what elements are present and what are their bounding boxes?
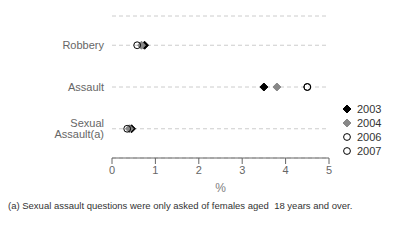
svg-text:%: % — [215, 181, 226, 195]
svg-text:4: 4 — [283, 164, 289, 176]
svg-text:0: 0 — [109, 164, 115, 176]
svg-text:SexualAssault(a): SexualAssault(a) — [54, 117, 104, 140]
html-text:2007: 2007 — [357, 145, 382, 157]
svg-text:Assault: Assault — [68, 81, 104, 93]
svg-text:3: 3 — [239, 164, 245, 176]
html-text:2003: 2003 — [357, 103, 382, 115]
html-text:2006: 2006 — [357, 131, 382, 143]
svg-text:Robbery: Robbery — [62, 39, 104, 51]
html-text:(a) Sexual assault questions w: (a) Sexual assault questions were only a… — [8, 200, 353, 211]
html-text:2004: 2004 — [357, 117, 382, 129]
svg-text:5: 5 — [326, 164, 332, 176]
svg-text:1: 1 — [152, 164, 158, 176]
svg-text:2: 2 — [196, 164, 202, 176]
